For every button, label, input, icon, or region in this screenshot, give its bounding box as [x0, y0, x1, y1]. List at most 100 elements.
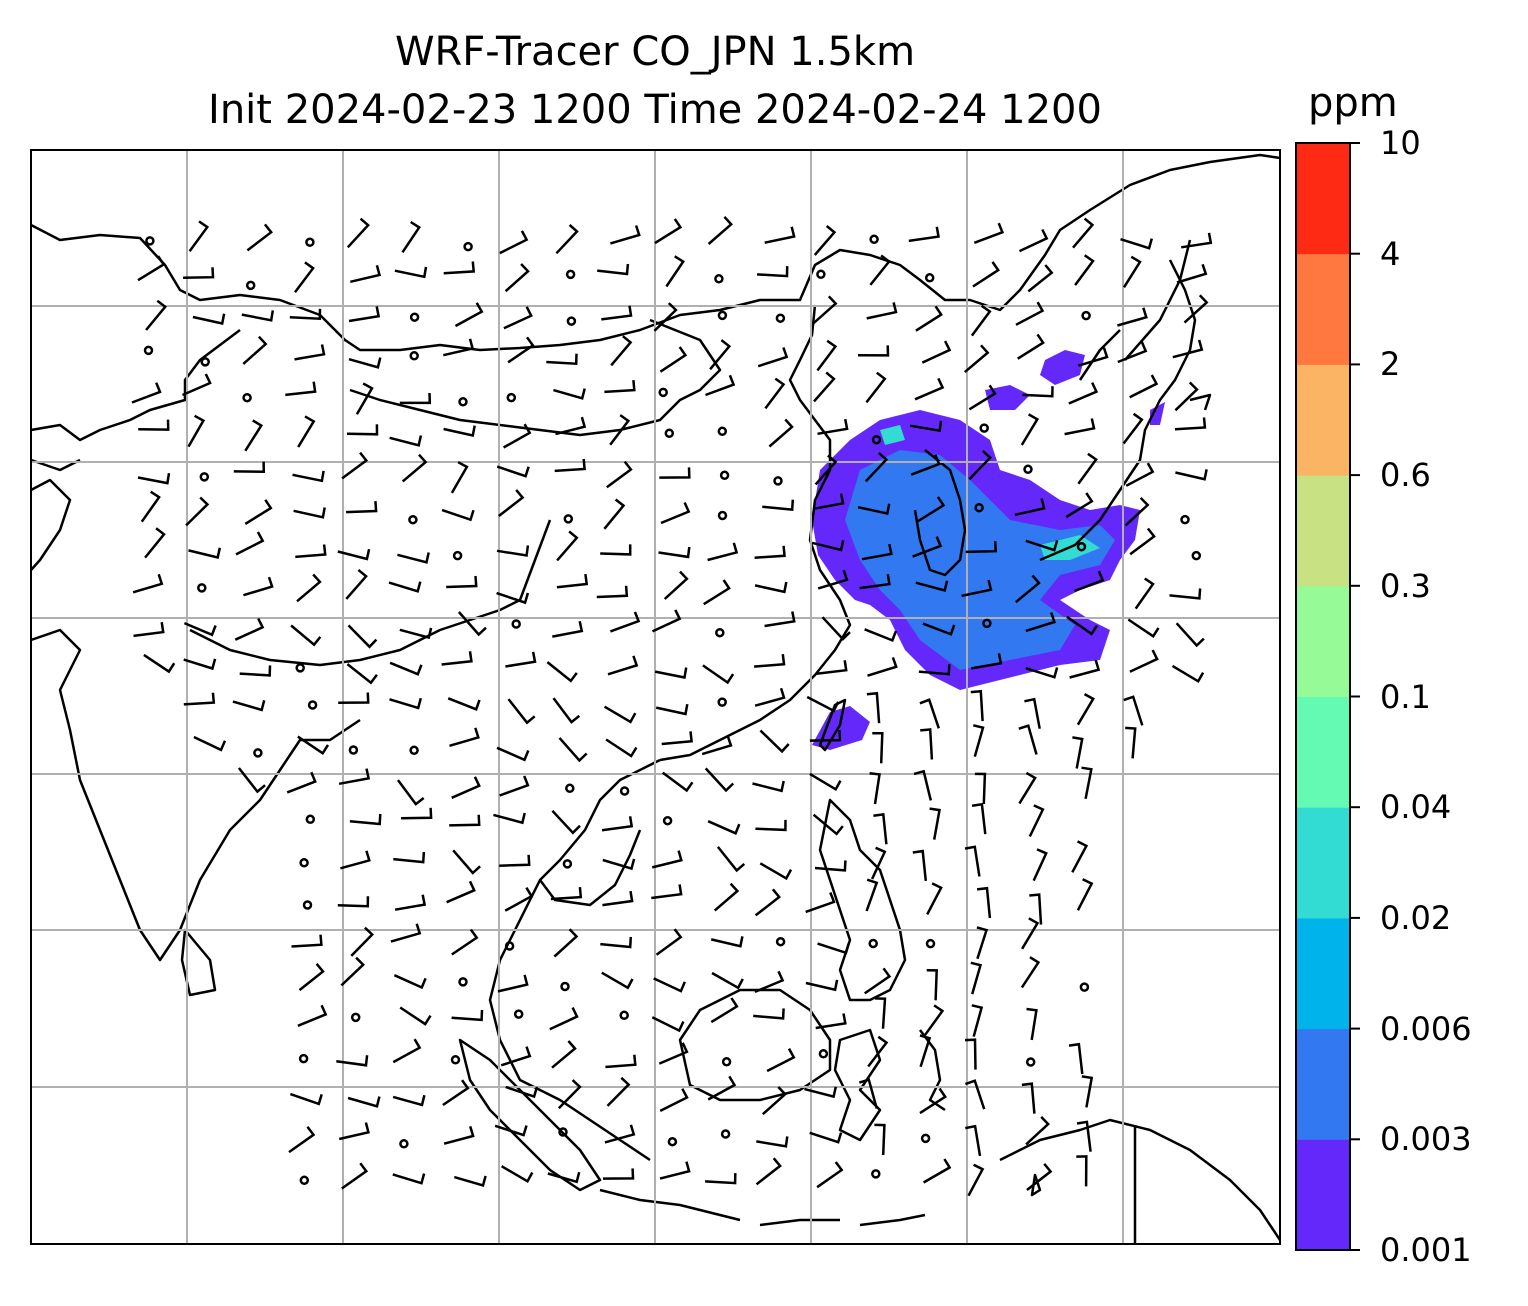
wind-barb	[295, 544, 327, 559]
wind-barb	[451, 776, 481, 799]
wind-barb	[1120, 238, 1154, 250]
wind-barb	[1181, 232, 1213, 249]
wind-barb	[347, 1096, 381, 1108]
colorbar-tick-label: 0.1	[1380, 677, 1431, 716]
wind-barb	[1069, 659, 1101, 679]
wind-barb	[659, 467, 691, 479]
wind-barb	[441, 508, 475, 522]
wind-barb	[920, 728, 934, 760]
wind-barb	[610, 335, 633, 367]
wind-barb	[192, 313, 226, 325]
wind-barb	[863, 967, 892, 995]
wind-barb	[913, 769, 933, 801]
calm-wind-marker	[511, 619, 521, 629]
wind-barb	[1175, 469, 1208, 481]
wind-barb	[293, 507, 326, 519]
wind-barb	[288, 1126, 316, 1154]
wind-barb	[552, 697, 581, 724]
calm-wind-marker	[450, 1055, 461, 1065]
wind-barb	[558, 737, 588, 763]
wind-barb	[600, 936, 633, 949]
wind-barb	[967, 1163, 985, 1197]
colorbar-tick-label: 0.6	[1380, 456, 1431, 495]
calm-wind-marker	[253, 748, 263, 758]
wind-barb	[603, 705, 637, 724]
wind-barb	[974, 772, 987, 805]
calm-wind-marker	[565, 783, 575, 794]
wind-barb	[450, 461, 469, 494]
colorbar	[1295, 142, 1360, 1251]
wind-barb	[389, 661, 423, 676]
wind-barb	[350, 926, 374, 957]
calm-wind-marker	[974, 502, 984, 513]
wind-barb	[239, 665, 272, 677]
wind-barb	[655, 928, 683, 956]
wind-barb	[1022, 386, 1054, 398]
wind-barb	[761, 1086, 787, 1116]
wind-barb	[762, 499, 795, 511]
wind-barb	[915, 305, 943, 332]
colorbar-tick-label: 4	[1380, 234, 1401, 273]
calm-wind-marker	[458, 977, 468, 987]
wind-barb	[865, 878, 879, 912]
wind-barb	[707, 1075, 737, 1101]
wind-barb	[812, 295, 838, 325]
calm-wind-marker	[409, 351, 419, 361]
colorbar-tick-label: 0.003	[1380, 1120, 1472, 1159]
wind-barb	[550, 886, 583, 901]
wind-barb	[929, 807, 941, 840]
wind-barb	[244, 419, 264, 452]
wind-barb	[1015, 574, 1041, 604]
wind-barb	[609, 414, 631, 446]
wind-barb	[655, 703, 689, 716]
wind-barb	[973, 222, 1005, 244]
wind-barb	[922, 622, 956, 636]
calm-wind-marker	[506, 392, 517, 403]
wind-barb	[1183, 294, 1209, 324]
calm-wind-marker	[720, 1129, 731, 1139]
wind-barb	[918, 664, 951, 676]
wind-barb	[809, 772, 842, 792]
wind-barb	[917, 496, 946, 523]
wind-barb	[496, 591, 530, 605]
wind-barb	[653, 977, 686, 993]
wind-barb	[193, 735, 227, 752]
wind-barb	[449, 727, 480, 747]
wind-barb	[185, 496, 210, 527]
wind-barb	[443, 338, 475, 357]
wind-barb	[804, 1086, 838, 1099]
wind-barb	[805, 892, 836, 914]
wind-barb	[1125, 462, 1155, 487]
wind-barb	[864, 628, 898, 643]
wind-barb	[972, 724, 985, 757]
calm-wind-marker	[513, 1009, 524, 1019]
calm-wind-marker	[924, 273, 935, 283]
wind-barb	[865, 371, 887, 404]
wind-barb	[296, 573, 322, 603]
wind-barb	[392, 1173, 426, 1185]
wind-barb	[709, 339, 732, 371]
wind-barb	[713, 882, 740, 912]
wind-barb	[965, 541, 998, 554]
wind-barb	[447, 697, 481, 711]
wind-barb	[752, 780, 785, 793]
wind-barb	[866, 691, 881, 724]
calm-wind-marker	[566, 316, 577, 326]
wind-barb	[399, 627, 433, 640]
wind-barb	[451, 1009, 484, 1022]
plume-north-japan	[1040, 350, 1085, 385]
wind-barb	[393, 974, 427, 990]
wind-barb	[602, 858, 636, 871]
wind-barb	[813, 371, 836, 403]
wind-barb	[396, 779, 425, 806]
wind-barb	[651, 884, 683, 900]
calm-wind-marker	[143, 345, 154, 356]
wind-barb	[858, 1078, 879, 1109]
calm-wind-marker	[719, 470, 730, 481]
wind-barb	[553, 388, 586, 400]
wind-barb	[446, 880, 476, 904]
wind-barb	[554, 458, 586, 473]
wind-barb	[968, 384, 997, 411]
wind-barb	[861, 543, 893, 561]
wind-barb	[140, 490, 161, 523]
